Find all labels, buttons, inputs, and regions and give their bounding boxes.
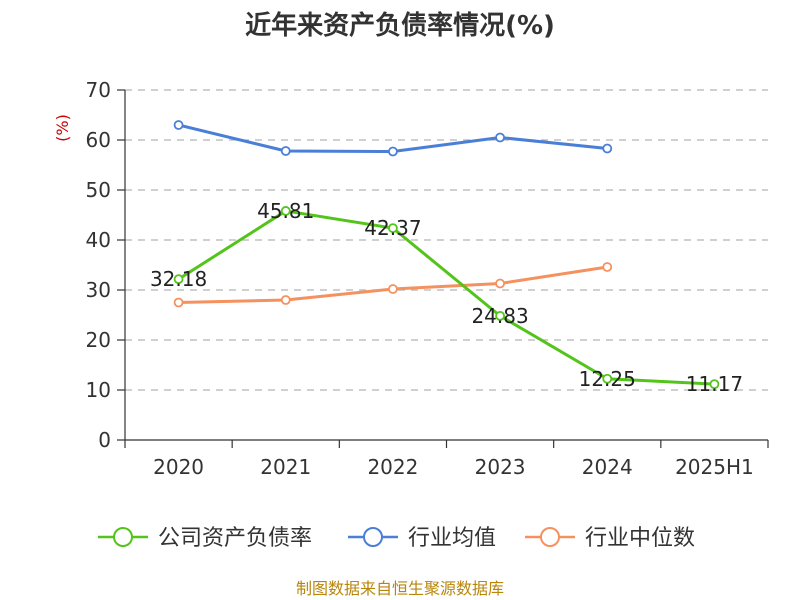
data-point	[173, 297, 184, 308]
y-tick-label: 70	[86, 78, 111, 102]
data-point	[602, 143, 613, 154]
data-point	[173, 120, 184, 130]
y-tick-label: 40	[86, 228, 111, 252]
chart-title: 近年来资产负债率情况(%)	[245, 10, 555, 41]
legend-marker	[113, 527, 133, 547]
data-label: 32.18	[150, 267, 207, 291]
grid-lines	[125, 89, 768, 391]
legend-label: 行业均值	[408, 526, 496, 551]
data-point	[280, 146, 291, 156]
data-label: 24.83	[471, 304, 528, 328]
x-tick-label: 2025H1	[675, 455, 754, 479]
x-tick-label: 2021	[260, 455, 311, 479]
series-line	[177, 209, 715, 386]
y-tick-label: 20	[86, 328, 111, 352]
data-point	[495, 310, 505, 321]
x-tick-label: 2024	[582, 455, 633, 479]
legend-label: 行业中位数	[585, 526, 695, 551]
data-point	[602, 373, 613, 384]
data-point	[280, 206, 291, 216]
data-point	[280, 295, 291, 305]
y-axis-label: (%)	[53, 114, 72, 142]
data-label: 42.37	[364, 216, 421, 240]
data-point	[602, 262, 613, 272]
data-point	[709, 379, 720, 390]
data-point	[388, 284, 398, 294]
data-label: 12.25	[579, 367, 636, 391]
x-tick-label: 2023	[475, 455, 526, 479]
data-labels: 32.18 45.81 42.37 24.83 12.25 11.17	[150, 199, 743, 396]
data-point	[388, 146, 398, 157]
axes: 0 10 20 30 40 50 60 70 2020 2021 2022 2023 2024 2025H…	[86, 78, 769, 479]
data-label: 11.17	[686, 372, 743, 396]
data-point	[495, 278, 505, 289]
x-tick-label: 2020	[153, 455, 204, 479]
legend-marker	[540, 527, 560, 547]
y-tick-label: 0	[98, 428, 111, 452]
legend-label: 公司资产负债率	[158, 526, 312, 551]
data-point	[173, 274, 184, 285]
data-label: 45.81	[257, 199, 314, 223]
data-point	[388, 223, 398, 234]
y-tick-label: 10	[86, 378, 111, 402]
series-lines	[173, 120, 720, 390]
legend: 公司资产负债率 行业均值 行业中位数	[98, 526, 695, 551]
y-tick-label: 60	[86, 128, 111, 152]
y-tick-label: 30	[86, 278, 111, 302]
legend-marker	[363, 527, 383, 547]
x-tick-label: 2022	[367, 455, 418, 479]
data-point	[495, 132, 505, 143]
y-tick-label: 50	[86, 178, 111, 202]
footer-source: 制图数据来自恒生聚源数据库	[296, 579, 504, 598]
